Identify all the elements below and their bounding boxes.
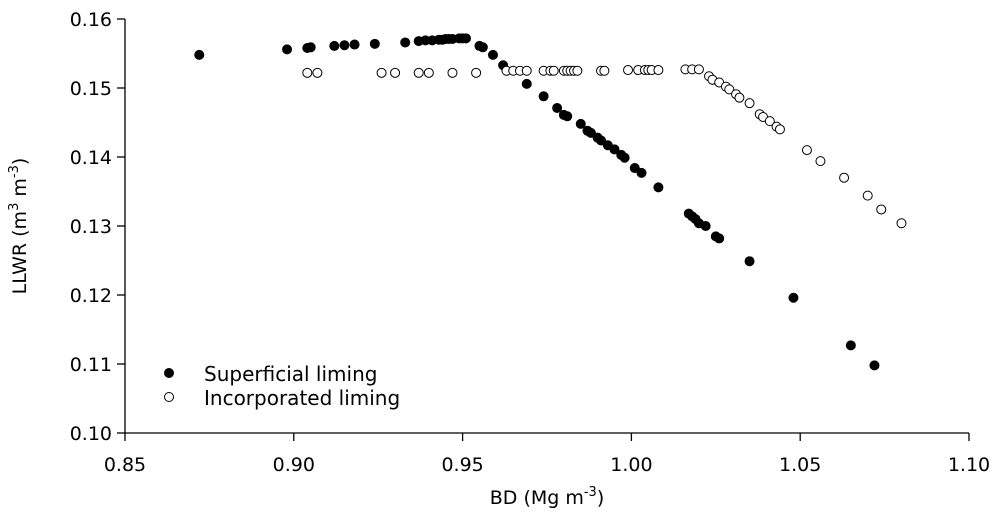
incorporated-liming-point — [447, 67, 458, 78]
superficial-liming-point — [636, 167, 647, 178]
superficial-liming-point — [575, 118, 586, 129]
x-tick-label: 0.90 — [273, 454, 315, 476]
incorporated-liming-point — [376, 67, 387, 78]
y-tick-label: 0.16 — [70, 9, 112, 31]
superficial-liming-point — [562, 111, 573, 122]
superficial-liming-point — [538, 91, 549, 102]
superficial-liming-point — [609, 144, 620, 155]
incorporated-liming-point — [764, 116, 775, 127]
x-tick-label: 1.05 — [779, 454, 821, 476]
incorporated-liming-point — [653, 65, 664, 76]
x-tick-label: 0.95 — [441, 454, 483, 476]
incorporated-liming-point — [876, 204, 887, 215]
incorporated-liming-point — [623, 65, 634, 76]
data-points — [194, 33, 907, 371]
incorporated-liming-point — [693, 64, 704, 75]
incorporated-liming-point — [548, 65, 559, 76]
superficial-liming-point — [619, 152, 630, 163]
superficial-liming-point — [845, 340, 856, 351]
incorporated-liming-point — [423, 67, 434, 78]
legend-marker-superficial — [164, 368, 174, 378]
superficial-liming-point — [487, 49, 498, 60]
superficial-liming-point — [629, 163, 640, 174]
superficial-liming-point — [744, 256, 755, 267]
superficial-liming-point — [596, 135, 607, 146]
superficial-liming-point — [369, 38, 380, 49]
y-tick-label: 0.14 — [70, 147, 112, 169]
incorporated-liming-point — [815, 156, 826, 167]
superficial-liming-point — [700, 221, 711, 231]
incorporated-liming-point — [572, 65, 583, 76]
superficial-liming-point — [869, 360, 880, 371]
incorporated-liming-point — [521, 65, 532, 76]
superficial-liming-point — [194, 49, 205, 60]
superficial-liming-point — [788, 292, 799, 303]
legend-label-superficial: Superficial liming — [204, 362, 377, 386]
superficial-liming-point — [305, 42, 316, 53]
superficial-liming-point — [714, 233, 725, 244]
y-tick-label: 0.11 — [70, 354, 112, 376]
x-tick-label: 0.85 — [104, 454, 146, 476]
y-tick-label: 0.12 — [70, 285, 112, 307]
superficial-liming-point — [400, 37, 411, 48]
x-axis-title: BD (Mg m-3) — [490, 485, 605, 509]
incorporated-liming-point — [413, 67, 424, 78]
superficial-liming-point — [653, 182, 664, 193]
legend: Superficial liming Incorporated liming — [164, 362, 400, 410]
y-axis-title: LLWR (m3 m-3) — [7, 158, 31, 295]
superficial-liming-point — [585, 127, 596, 138]
superficial-liming-point — [552, 103, 563, 114]
superficial-liming-point — [339, 40, 350, 51]
incorporated-liming-point — [734, 92, 745, 103]
y-ticks: 0.10 0.11 0.12 0.13 0.14 0.15 0.16 — [70, 9, 125, 445]
incorporated-liming-point — [896, 218, 907, 229]
superficial-liming-point — [329, 40, 340, 51]
incorporated-liming-point — [390, 67, 401, 78]
incorporated-liming-point — [839, 172, 850, 183]
incorporated-liming-point — [744, 98, 755, 109]
y-tick-label: 0.10 — [70, 423, 112, 445]
incorporated-liming-point — [471, 67, 482, 78]
x-tick-label: 1.10 — [948, 454, 990, 476]
legend-label-incorporated: Incorporated liming — [204, 386, 400, 410]
superficial-liming-point — [460, 33, 471, 44]
x-tick-label: 1.00 — [610, 454, 652, 476]
superficial-liming-point — [349, 39, 360, 50]
incorporated-liming-point — [774, 124, 785, 135]
superficial-liming-point — [282, 44, 293, 55]
y-tick-label: 0.15 — [70, 78, 112, 100]
superficial-liming-point — [477, 42, 488, 53]
y-tick-label: 0.13 — [70, 216, 112, 238]
incorporated-liming-point — [862, 190, 873, 201]
superficial-liming-point — [521, 78, 532, 89]
legend-marker-incorporated — [164, 392, 174, 402]
incorporated-liming-point — [302, 67, 313, 78]
incorporated-liming-point — [724, 84, 735, 95]
incorporated-liming-point — [801, 145, 812, 156]
x-ticks: 0.85 0.90 0.95 1.00 1.05 1.10 — [104, 433, 990, 476]
incorporated-liming-point — [599, 65, 610, 76]
incorporated-liming-point — [312, 67, 323, 78]
